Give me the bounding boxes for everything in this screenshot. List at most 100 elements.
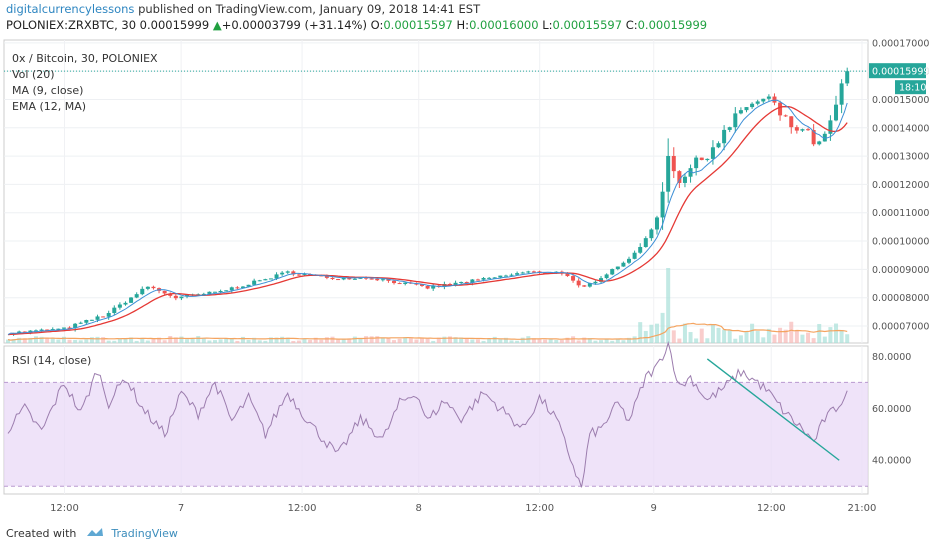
candle-body — [123, 303, 127, 305]
candle-body — [521, 272, 525, 273]
volume-bar — [638, 322, 642, 343]
candle-body — [806, 129, 810, 130]
volume-bar — [96, 337, 100, 343]
candle-body — [845, 71, 849, 83]
volume-bar — [258, 340, 262, 343]
tradingview-brand[interactable]: TradingView — [111, 527, 177, 540]
candle-body — [107, 313, 111, 317]
candle-body — [784, 115, 788, 116]
price-axis-label: 0.00008000 — [872, 293, 929, 304]
candle-body — [498, 276, 502, 278]
volume-bar — [812, 338, 816, 343]
candle-body — [163, 291, 167, 294]
volume-bar — [571, 336, 575, 343]
candle-body — [655, 217, 659, 229]
volume-bar — [151, 339, 155, 343]
volume-bar — [644, 331, 648, 343]
volume-bar — [235, 341, 239, 343]
time-axis-label: 12:00 — [757, 503, 786, 514]
candle-body — [459, 282, 463, 283]
volume-bar — [263, 341, 267, 343]
candle-body — [593, 282, 597, 283]
volume-bar — [280, 337, 284, 343]
candle-body — [756, 101, 760, 103]
candle-body — [303, 274, 307, 275]
candle-body — [375, 279, 379, 280]
price-axis-label: 0.00011000 — [872, 208, 929, 219]
volume-bar — [599, 340, 603, 343]
price-badge-text: 0.00015999 — [872, 67, 929, 78]
volume-bar — [73, 340, 77, 343]
rsi-axis-label: 80.0000 — [872, 352, 911, 363]
volume-bar — [465, 339, 469, 343]
volume-bar — [705, 338, 709, 343]
candle-body — [174, 296, 178, 298]
price-axis-label: 0.00015000 — [872, 95, 929, 106]
volume-bar — [761, 337, 765, 343]
price-axis-label: 0.00014000 — [872, 123, 929, 134]
volume-bar — [689, 332, 693, 343]
candle-body — [672, 156, 676, 171]
volume-bar — [84, 339, 88, 343]
candle-body — [235, 287, 239, 288]
time-axis-label: 12:00 — [288, 503, 317, 514]
volume-bar — [353, 337, 357, 343]
volume-bar — [493, 337, 497, 343]
volume-bar — [823, 337, 827, 343]
volume-bar — [828, 327, 832, 343]
candle-body — [112, 308, 116, 313]
candle-body — [482, 278, 486, 280]
legend-ema[interactable]: EMA (12, MA) — [12, 100, 86, 113]
candle-body — [577, 281, 581, 286]
candle-body — [118, 305, 122, 308]
candle-body — [621, 263, 625, 267]
volume-bar — [431, 341, 435, 343]
volume-bar — [107, 341, 111, 343]
volume-bar — [482, 341, 486, 343]
volume-bar — [330, 337, 334, 343]
volume-bar — [717, 328, 721, 343]
volume-bar — [649, 325, 653, 343]
candle-body — [661, 192, 665, 218]
candle-body — [398, 283, 402, 284]
candle-body — [140, 289, 144, 294]
candle-body — [711, 147, 715, 159]
time-axis-label: 12:00 — [50, 503, 79, 514]
volume-bar — [291, 341, 295, 343]
volume-bar — [800, 335, 804, 343]
candle-body — [370, 279, 374, 280]
legend-rsi[interactable]: RSI (14, close) — [12, 354, 91, 367]
volume-bar — [772, 335, 776, 343]
volume-bar — [733, 339, 737, 343]
volume-bar — [834, 324, 838, 343]
candle-body — [733, 113, 737, 127]
volume-bar — [196, 336, 200, 343]
volume-bar — [795, 330, 799, 343]
volume-bar — [845, 334, 849, 343]
volume-bar — [448, 336, 452, 343]
candle-body — [96, 316, 100, 319]
volume-bar — [672, 330, 676, 343]
time-axis-label: 12:00 — [525, 503, 554, 514]
legend-volume[interactable]: Vol (20) — [12, 68, 55, 81]
volume-bar — [549, 339, 553, 343]
volume-bar — [191, 339, 195, 343]
candle-body — [582, 285, 586, 286]
legend-ma[interactable]: MA (9, close) — [12, 84, 83, 97]
volume-bar — [487, 339, 491, 343]
candle-body — [252, 281, 256, 285]
candle-body — [263, 279, 267, 280]
rsi-band — [4, 382, 868, 486]
volume-bar — [610, 341, 614, 343]
candle-body — [269, 278, 273, 279]
volume-bar — [560, 340, 564, 343]
candle-body — [487, 278, 491, 279]
volume-bar — [778, 328, 782, 343]
candle-body — [616, 267, 620, 269]
volume-bar — [163, 340, 167, 343]
volume-bar — [375, 336, 379, 343]
candle-body — [694, 158, 698, 169]
volume-bar — [230, 339, 234, 343]
volume-bar — [666, 268, 670, 343]
